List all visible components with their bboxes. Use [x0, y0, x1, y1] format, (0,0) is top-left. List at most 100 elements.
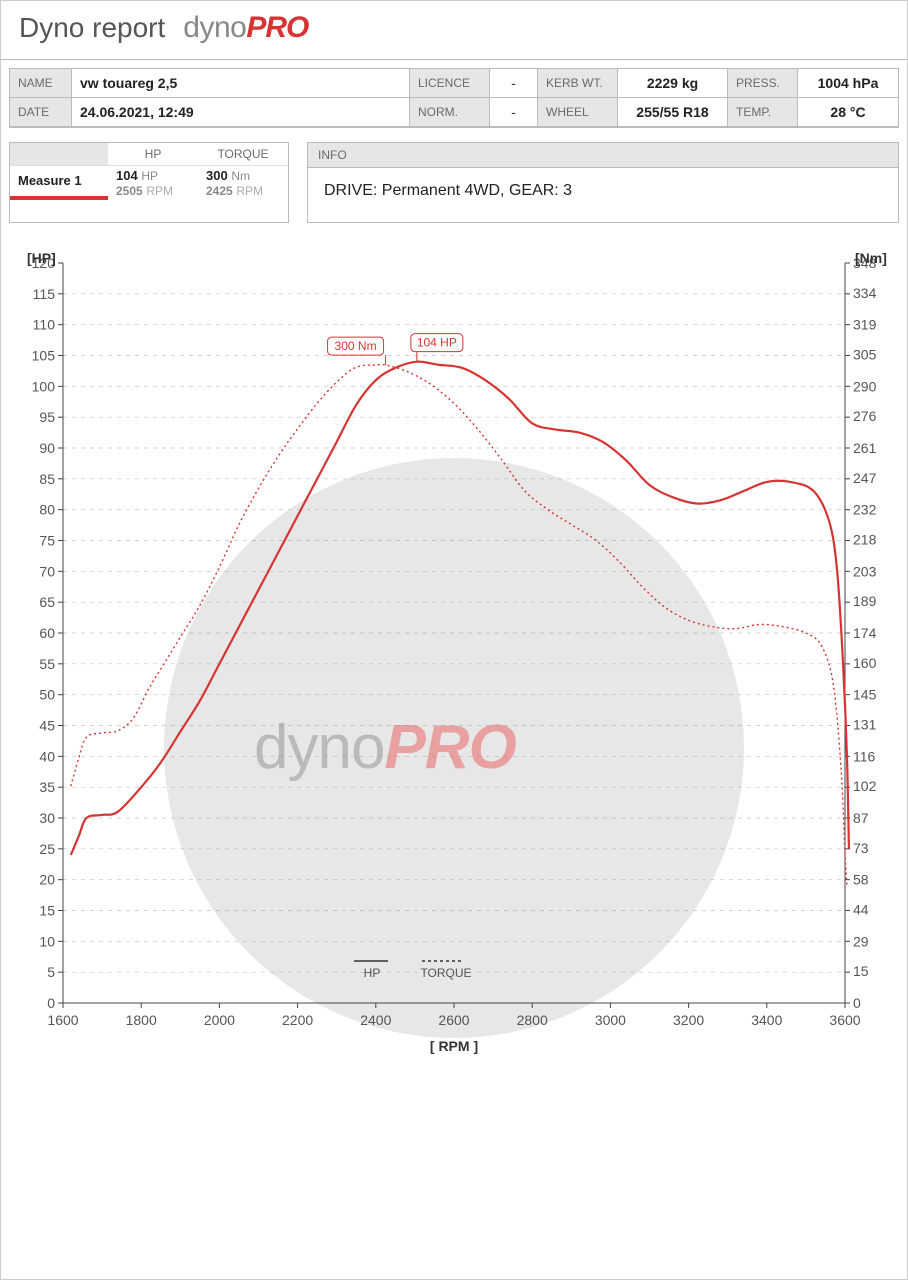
svg-text:90: 90 — [39, 440, 55, 456]
svg-text:44: 44 — [853, 901, 869, 917]
svg-text:15: 15 — [853, 963, 869, 979]
label-name: NAME — [10, 69, 72, 98]
svg-text:40: 40 — [39, 748, 55, 764]
svg-text:50: 50 — [39, 687, 55, 703]
svg-text:0: 0 — [853, 995, 861, 1011]
info-box-body: DRIVE: Permanent 4WD, GEAR: 3 — [308, 168, 898, 222]
svg-text:131: 131 — [853, 716, 877, 732]
svg-text:1600: 1600 — [47, 1012, 78, 1028]
label-temp: TEMP. — [728, 98, 798, 127]
svg-text:2200: 2200 — [282, 1012, 313, 1028]
svg-text:75: 75 — [39, 533, 55, 549]
label-norm: NORM. — [410, 98, 490, 127]
svg-text:95: 95 — [39, 409, 55, 425]
logo-red: PRO — [246, 11, 308, 44]
svg-text:174: 174 — [853, 625, 877, 641]
svg-text:25: 25 — [39, 841, 55, 857]
svg-text:2000: 2000 — [204, 1012, 235, 1028]
svg-text:2800: 2800 — [517, 1012, 548, 1028]
label-licence: LICENCE — [410, 69, 490, 98]
svg-text:334: 334 — [853, 285, 877, 301]
brand-logo: dynoPRO — [183, 11, 308, 45]
label-press: PRESS. — [728, 69, 798, 98]
svg-text:305: 305 — [853, 346, 877, 362]
svg-text:300 Nm: 300 Nm — [335, 339, 377, 353]
svg-text:189: 189 — [853, 593, 877, 609]
svg-text:20: 20 — [39, 872, 55, 888]
label-kerb: KERB WT. — [538, 69, 618, 98]
svg-text:55: 55 — [39, 656, 55, 672]
svg-text:105: 105 — [32, 348, 56, 364]
svg-text:0: 0 — [47, 995, 55, 1011]
svg-text:dynoPRO: dynoPRO — [254, 713, 517, 782]
svg-text:3400: 3400 — [751, 1012, 782, 1028]
val-kerb: 2229 kg — [618, 69, 728, 98]
svg-text:203: 203 — [853, 563, 877, 579]
svg-text:80: 80 — [39, 502, 55, 518]
svg-text:160: 160 — [853, 655, 877, 671]
info-box: INFO DRIVE: Permanent 4WD, GEAR: 3 — [307, 142, 899, 223]
svg-text:30: 30 — [39, 810, 55, 826]
svg-text:116: 116 — [853, 748, 876, 764]
svg-text:65: 65 — [39, 594, 55, 610]
svg-text:2600: 2600 — [438, 1012, 469, 1028]
title-bar: Dyno report dynoPRO — [1, 1, 907, 60]
svg-text:104 HP: 104 HP — [417, 336, 457, 350]
val-norm: - — [490, 98, 538, 127]
val-licence: - — [490, 69, 538, 98]
svg-text:73: 73 — [853, 840, 869, 856]
val-name: vw touareg 2,5 — [72, 69, 410, 98]
svg-text:261: 261 — [853, 440, 877, 456]
measure-tq: 300 Nm 2425 RPM — [198, 166, 288, 200]
svg-text:145: 145 — [853, 687, 877, 703]
svg-text:102: 102 — [853, 778, 877, 794]
label-date: DATE — [10, 98, 72, 127]
svg-text:5: 5 — [47, 964, 55, 980]
svg-text:87: 87 — [853, 810, 869, 826]
svg-text:2400: 2400 — [360, 1012, 391, 1028]
val-temp: 28 °C — [798, 98, 898, 127]
svg-text:218: 218 — [853, 531, 877, 547]
measure-box: HP TORQUE Measure 1 104 HP 2505 RPM 300 … — [9, 142, 289, 223]
measure-head-tq: TORQUE — [198, 143, 288, 166]
svg-text:276: 276 — [853, 408, 877, 424]
val-date: 24.06.2021, 12:49 — [72, 98, 410, 127]
svg-text:115: 115 — [33, 286, 56, 302]
svg-text:232: 232 — [853, 502, 877, 518]
svg-text:10: 10 — [39, 933, 55, 949]
svg-text:319: 319 — [853, 317, 877, 333]
svg-text:15: 15 — [39, 903, 55, 919]
svg-text:[HP]: [HP] — [27, 253, 56, 266]
svg-text:247: 247 — [853, 470, 877, 486]
svg-text:[Nm]: [Nm] — [855, 253, 887, 266]
svg-text:1800: 1800 — [126, 1012, 157, 1028]
dyno-chart: dynoPRO 0 5 10 15 20 25 30 35 40 45 50 55 60 65 70 75 80 8… — [9, 253, 899, 1073]
svg-text:60: 60 — [39, 625, 55, 641]
svg-text:290: 290 — [853, 378, 877, 394]
svg-text:100: 100 — [32, 378, 56, 394]
svg-text:HP: HP — [364, 966, 381, 980]
val-wheel: 255/55 R18 — [618, 98, 728, 127]
svg-text:85: 85 — [39, 471, 55, 487]
dyno-report-page: Dyno report dynoPRO NAME vw touareg 2,5 … — [0, 0, 908, 1280]
info-box-title: INFO — [308, 143, 898, 168]
summary-row: HP TORQUE Measure 1 104 HP 2505 RPM 300 … — [9, 142, 899, 223]
svg-text:45: 45 — [39, 718, 55, 734]
val-press: 1004 hPa — [798, 69, 898, 98]
svg-text:35: 35 — [39, 779, 55, 795]
label-wheel: WHEEL — [538, 98, 618, 127]
svg-text:3000: 3000 — [595, 1012, 626, 1028]
measure-head-blank — [10, 143, 108, 166]
chart-svg: dynoPRO 0 5 10 15 20 25 30 35 40 45 50 55 60 65 70 75 80 8… — [9, 253, 899, 1073]
measure-name: Measure 1 — [10, 166, 108, 200]
info-table: NAME vw touareg 2,5 LICENCE - KERB WT. 2… — [9, 68, 899, 128]
svg-text:3200: 3200 — [673, 1012, 704, 1028]
report-title: Dyno report — [19, 12, 165, 44]
svg-text:[ RPM ]: [ RPM ] — [430, 1038, 478, 1054]
svg-text:3600: 3600 — [829, 1012, 860, 1028]
logo-gray: dyno — [183, 11, 246, 44]
svg-text:70: 70 — [39, 563, 55, 579]
svg-text:58: 58 — [853, 872, 869, 888]
svg-text:29: 29 — [853, 933, 869, 949]
measure-head-hp: HP — [108, 143, 198, 166]
